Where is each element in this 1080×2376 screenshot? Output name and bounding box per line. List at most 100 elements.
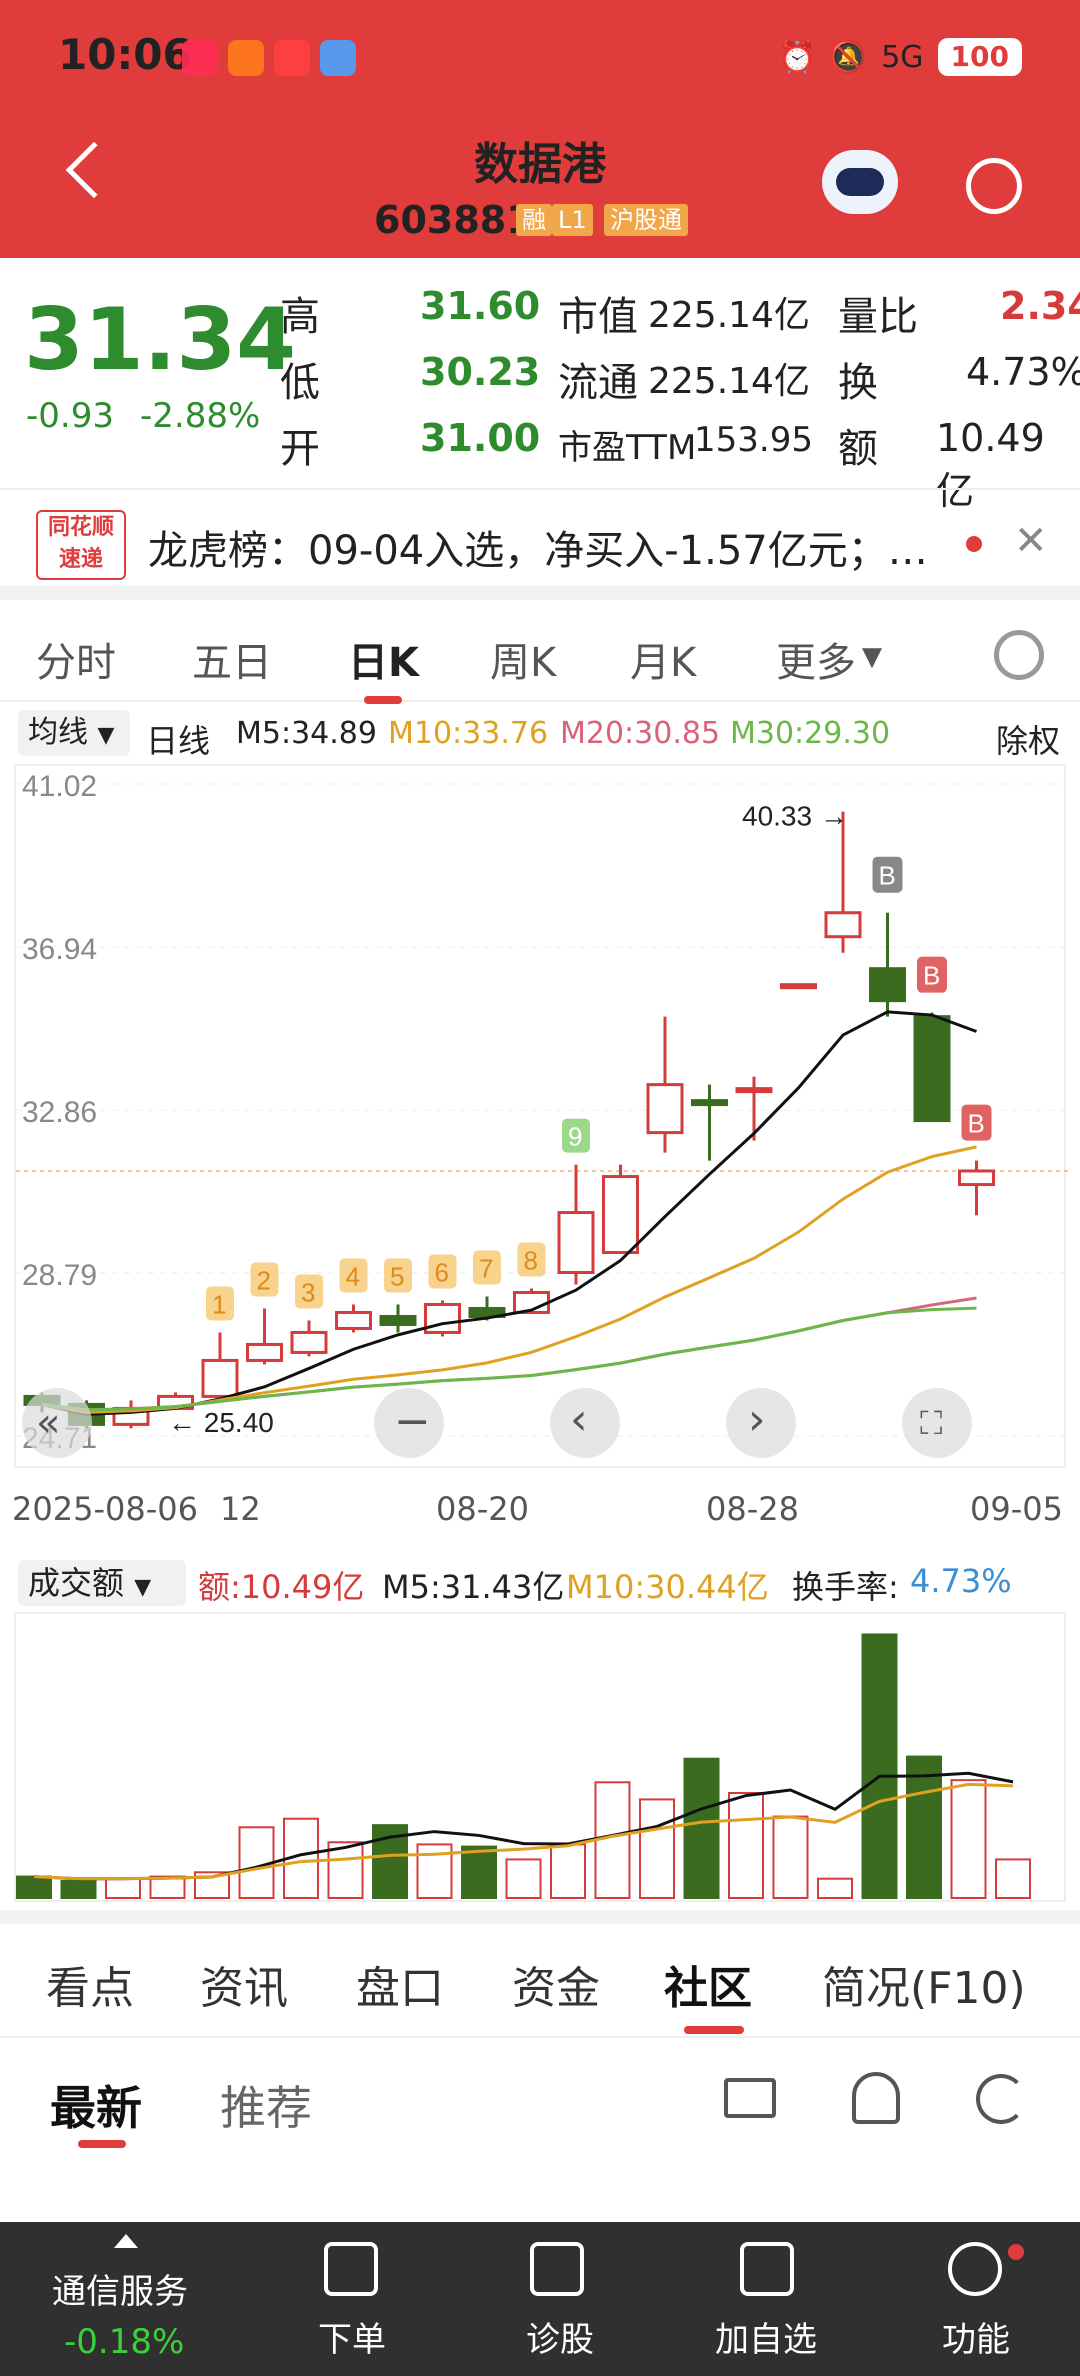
chevron-down-icon: ▼ bbox=[134, 1575, 152, 1600]
mcap-value: 225.14亿 bbox=[648, 295, 810, 336]
tab-f10[interactable]: 简况(F10) bbox=[822, 1963, 1026, 2014]
assistant-robot-icon[interactable] bbox=[822, 150, 898, 214]
candle-body bbox=[602, 1175, 639, 1255]
news-logo: 同花顺速递 bbox=[36, 510, 126, 580]
signal-number: 1 bbox=[212, 1289, 226, 1319]
function-button[interactable]: 功能 bbox=[942, 2320, 1010, 2360]
stock-code: 603881 bbox=[374, 198, 533, 242]
tab-more[interactable]: 更多 bbox=[776, 640, 856, 686]
news-text[interactable]: 龙虎榜：09-04入选，净买入-1.57亿元；… bbox=[148, 528, 928, 574]
tab-capital[interactable]: 资金 bbox=[512, 1963, 600, 2014]
active-section-indicator bbox=[684, 2026, 744, 2034]
candle-body bbox=[246, 1342, 283, 1362]
tag-connect: 沪股通 bbox=[604, 204, 688, 236]
diagnose-icon bbox=[530, 2242, 584, 2296]
subtab-latest[interactable]: 最新 bbox=[50, 2081, 142, 2135]
caret-up-icon bbox=[114, 2234, 138, 2248]
volume-bar bbox=[461, 1845, 497, 1899]
tab-monthly-k[interactable]: 月K bbox=[630, 640, 697, 686]
settings-icon[interactable] bbox=[994, 630, 1044, 680]
order-icon bbox=[324, 2242, 378, 2296]
active-subtab-indicator bbox=[78, 2140, 126, 2148]
app-notification-icon bbox=[182, 40, 218, 76]
add-watchlist-button[interactable]: 加自选 bbox=[715, 2320, 817, 2360]
fullscreen-button[interactable] bbox=[902, 1388, 972, 1458]
status-time: 10:06 bbox=[58, 30, 192, 79]
candle-body bbox=[869, 967, 906, 1003]
candle-body bbox=[824, 911, 862, 939]
app-notification-icon bbox=[320, 40, 356, 76]
search-icon[interactable] bbox=[966, 158, 1022, 214]
zoom-out-far-button[interactable] bbox=[22, 1388, 92, 1458]
tab-intraday[interactable]: 分时 bbox=[36, 640, 116, 686]
pan-right-button[interactable] bbox=[726, 1388, 796, 1458]
tag-level1: L1 bbox=[552, 204, 593, 236]
open-value: 31.00 bbox=[420, 416, 541, 460]
volume-bar bbox=[906, 1755, 942, 1899]
signal-badge bbox=[562, 1118, 590, 1153]
high-marker-label: 40.33 → bbox=[742, 801, 848, 832]
tab-weekly-k[interactable]: 周K bbox=[490, 640, 557, 686]
float-label: 流通 bbox=[558, 360, 638, 406]
tab-highlights[interactable]: 看点 bbox=[46, 1963, 134, 2014]
volume-bar bbox=[772, 1815, 809, 1899]
volume-m5: M5:31.43亿 bbox=[382, 1568, 565, 1606]
diagnose-button[interactable]: 诊股 bbox=[526, 2320, 594, 2360]
pe-label: 市盈TTM bbox=[558, 428, 697, 468]
tab-news[interactable]: 资讯 bbox=[200, 1963, 288, 2014]
refresh-icon[interactable] bbox=[976, 2074, 1026, 2124]
order-button[interactable]: 下单 bbox=[318, 2320, 386, 2360]
y-tick-label: 41.02 bbox=[22, 770, 97, 803]
mail-icon[interactable] bbox=[724, 2078, 776, 2118]
ma20-value: M20:30.85 bbox=[560, 716, 721, 751]
battery-icon: 100 bbox=[937, 38, 1022, 76]
candle-body bbox=[379, 1314, 417, 1326]
signal-badge bbox=[339, 1258, 368, 1293]
signal-number: 9 bbox=[568, 1122, 582, 1152]
pan-left-button[interactable] bbox=[550, 1388, 620, 1458]
buy-badge bbox=[961, 1104, 992, 1141]
news-banner[interactable] bbox=[0, 488, 1080, 600]
index-ticker-name[interactable]: 通信服务 bbox=[52, 2272, 188, 2312]
volume-chart[interactable] bbox=[14, 1612, 1066, 1902]
candle-body bbox=[335, 1310, 372, 1330]
volume-m10: M10:30.44亿 bbox=[566, 1568, 769, 1606]
signal-badge bbox=[206, 1286, 234, 1321]
signal-badge bbox=[428, 1254, 457, 1289]
turnover-value: 4.73% bbox=[966, 350, 1080, 394]
active-tab-indicator bbox=[364, 696, 402, 704]
tab-five-day[interactable]: 五日 bbox=[192, 640, 272, 686]
volume-ma-line bbox=[33, 1782, 1014, 1881]
zoom-out-button[interactable] bbox=[374, 1388, 444, 1458]
kline-chart[interactable]: 41.0236.9432.8628.7924.71123456789BBB40.… bbox=[14, 764, 1068, 1468]
buy-label: B bbox=[968, 1109, 985, 1139]
volume-indicator-button[interactable]: 成交额 ▼ bbox=[18, 1560, 186, 1606]
chevron-down-icon[interactable]: ▼ bbox=[862, 642, 882, 672]
subtab-recommended[interactable]: 推荐 bbox=[220, 2081, 312, 2135]
kline-svg: 41.0236.9432.8628.7924.71123456789BBB40.… bbox=[16, 770, 1068, 1455]
ex-rights-toggle[interactable]: 除权 bbox=[996, 722, 1061, 760]
y-tick-label: 32.86 bbox=[22, 1096, 97, 1129]
y-tick-label: 28.79 bbox=[22, 1259, 97, 1292]
notification-dot bbox=[1008, 2244, 1024, 2260]
turnover-rate-label: 换手率: bbox=[792, 1568, 899, 1606]
user-icon[interactable] bbox=[852, 2072, 900, 2124]
app-notification-icon bbox=[228, 40, 264, 76]
tab-daily-k[interactable]: 日K bbox=[348, 640, 419, 686]
candle-body bbox=[735, 1087, 773, 1094]
ma-line bbox=[41, 1010, 978, 1416]
tab-community[interactable]: 社区 bbox=[664, 1963, 752, 2014]
close-icon[interactable]: ✕ bbox=[1014, 518, 1048, 564]
tab-order-book[interactable]: 盘口 bbox=[356, 1963, 444, 2014]
volume-bar bbox=[950, 1779, 987, 1899]
tag-margin: 融 bbox=[516, 204, 552, 236]
vol-ratio-label: 量比 bbox=[838, 294, 918, 340]
volume-bar bbox=[550, 1843, 586, 1900]
amount-value: 10.49亿 bbox=[936, 416, 1045, 513]
candle-body bbox=[557, 1211, 595, 1275]
ma-selector-button[interactable]: 均线 ▼ bbox=[18, 710, 130, 756]
open-label: 开 bbox=[280, 426, 320, 472]
ma-selector-label: 均线 bbox=[28, 715, 88, 750]
ma-line bbox=[41, 1145, 977, 1414]
x-label-1: 12 bbox=[220, 1490, 261, 1528]
